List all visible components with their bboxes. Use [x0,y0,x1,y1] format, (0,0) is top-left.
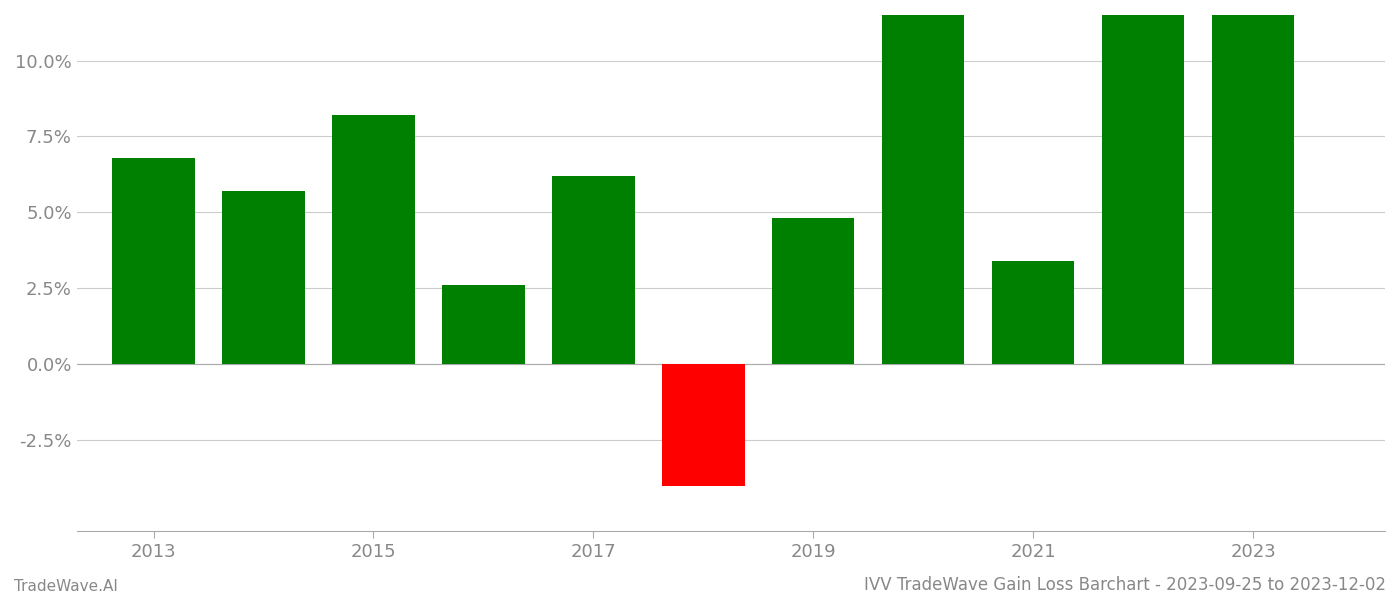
Bar [552,176,634,364]
Bar [882,15,965,364]
Bar [662,364,745,485]
Bar [771,218,854,364]
Text: TradeWave.AI: TradeWave.AI [14,579,118,594]
Bar [993,261,1074,364]
Bar [442,285,525,364]
Bar [332,115,414,364]
Bar [1102,9,1184,364]
Bar [1212,9,1294,364]
Text: IVV TradeWave Gain Loss Barchart - 2023-09-25 to 2023-12-02: IVV TradeWave Gain Loss Barchart - 2023-… [864,576,1386,594]
Bar [223,191,305,364]
Bar [112,158,195,364]
